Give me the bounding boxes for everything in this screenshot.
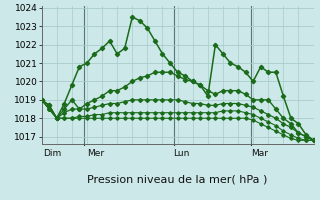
Text: Mer: Mer — [87, 149, 105, 158]
Text: Mar: Mar — [251, 149, 268, 158]
Text: Pression niveau de la mer( hPa ): Pression niveau de la mer( hPa ) — [87, 174, 268, 184]
Text: Lun: Lun — [173, 149, 190, 158]
Text: Dim: Dim — [43, 149, 62, 158]
